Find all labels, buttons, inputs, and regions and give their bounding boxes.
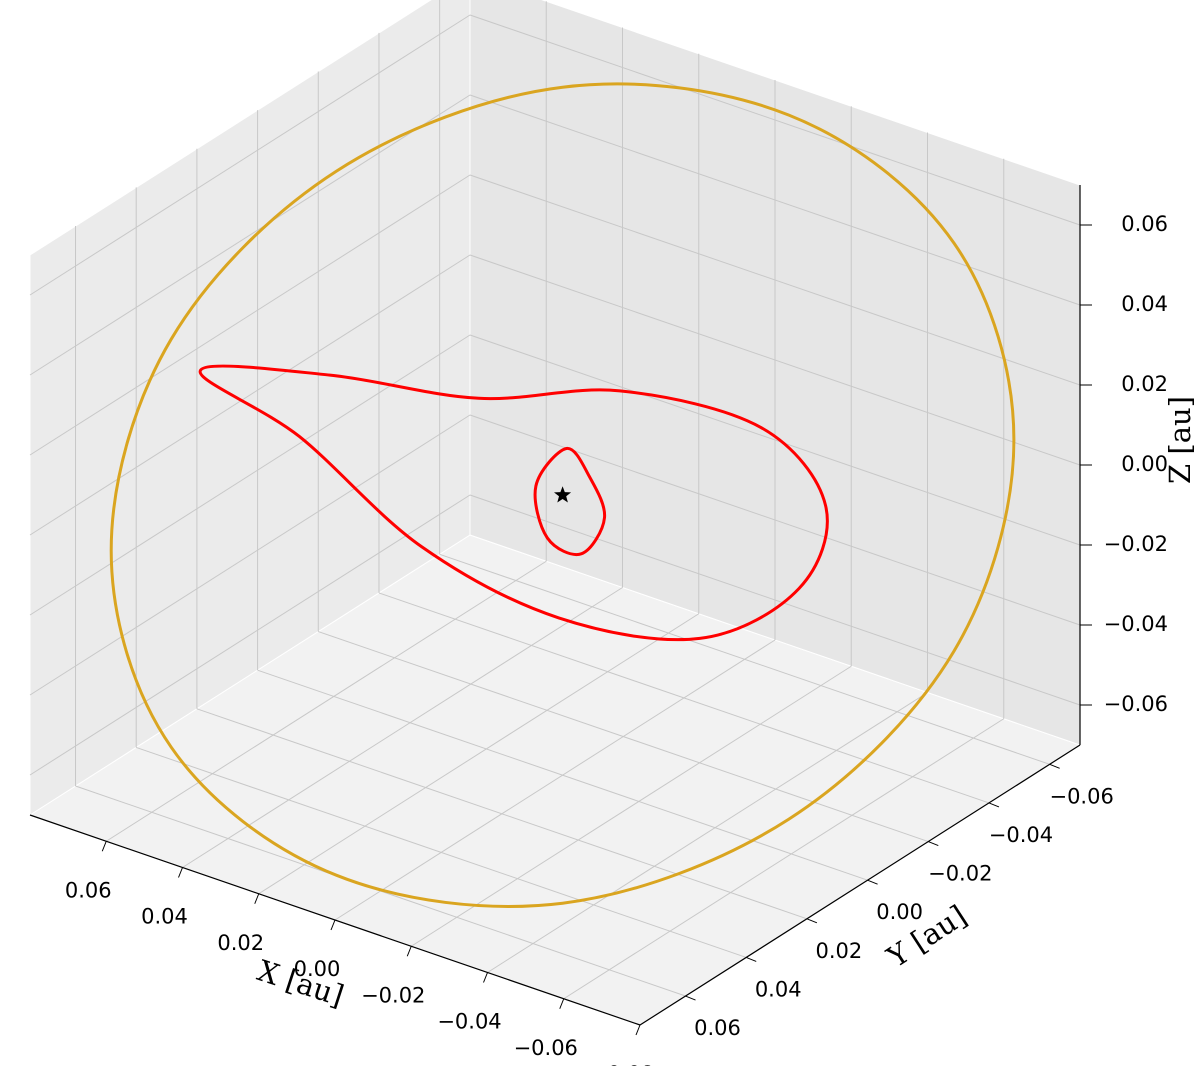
z-tick-label: 0.00 (1121, 452, 1168, 476)
panes (28, 0, 1082, 1026)
grid-line (29, 414, 471, 696)
x-tick-mark (178, 867, 183, 878)
z-tick-label: 0.04 (1121, 292, 1168, 316)
y-tick-mark (928, 841, 939, 847)
y-tick-mark (685, 995, 696, 1001)
z-tick-label: −0.06 (1104, 692, 1168, 716)
grid-line (469, 334, 1081, 546)
grid-line (469, 494, 1081, 706)
y-tick-mark (1049, 763, 1060, 769)
x-tick-label: −0.02 (361, 983, 425, 1007)
y-tick-label: −0.02 (928, 862, 992, 886)
x-tick-label: −0.06 (514, 1036, 578, 1060)
z-tick-label: −0.04 (1104, 612, 1168, 636)
grid-line (29, 94, 471, 376)
grid-line (258, 613, 700, 895)
z-tick-label: −0.02 (1104, 532, 1168, 556)
grid-line (29, 334, 471, 616)
grid-line (29, 14, 471, 296)
grid-line (439, 553, 1050, 765)
labels: X [au] Y [au] Z [au] 0.060.040.020.00−0.… (65, 212, 1197, 1066)
grid-line (105, 560, 547, 842)
z-tick-label: 0.06 (1121, 212, 1168, 236)
x-tick-mark (483, 972, 488, 983)
y-tick-label: −0.06 (1049, 784, 1113, 808)
x-tick-label: −0.04 (437, 1010, 501, 1034)
y-tick-label: −0.04 (989, 823, 1053, 847)
grid-line (182, 587, 623, 868)
x-tick-mark (330, 919, 336, 931)
y-tick-label: 0.02 (816, 939, 863, 963)
grid-line (469, 94, 1081, 306)
y-tick-mark (746, 956, 757, 962)
orbit-line (533, 447, 607, 556)
grid-line (29, 254, 471, 536)
y-axis-line (639, 744, 1081, 1026)
x-tick-mark (559, 998, 565, 1009)
y-tick-mark (806, 918, 818, 924)
x-tick-mark (635, 1024, 641, 1036)
x-axis-line (29, 814, 641, 1026)
x-tick-label: 0.00 (294, 957, 341, 981)
y-tick-label: 0.00 (876, 900, 923, 924)
grid-line (469, 174, 1081, 386)
grid-line (410, 665, 852, 947)
grid-line (469, 254, 1081, 466)
grid-line (334, 639, 776, 921)
x-tick-mark (101, 841, 107, 852)
y-tick-label: 0.06 (694, 1016, 741, 1040)
grid-line (257, 669, 868, 881)
orbit-line (198, 364, 829, 642)
z-tick-label: 0.02 (1121, 372, 1168, 396)
y-tick-label: 0.04 (755, 977, 802, 1001)
grid-line (378, 592, 990, 804)
x-tick-label: 0.06 (65, 878, 112, 902)
x-tick-label: −0.08 (590, 1062, 654, 1066)
grid-line (29, 174, 471, 456)
grid-line (29, 494, 471, 776)
x-tick-label: 0.04 (141, 905, 188, 929)
grid-line (136, 746, 747, 958)
z-axis-title: Z [au] (1163, 396, 1197, 484)
grid-line (487, 692, 928, 973)
grid-line (563, 718, 1005, 1000)
x-tick-label: 0.02 (217, 931, 264, 955)
y-tick-mark (988, 802, 1000, 808)
y-tick-mark (867, 879, 878, 885)
grid-line (196, 708, 808, 920)
x-tick-mark (406, 946, 412, 957)
grid-line (318, 631, 929, 843)
axes (29, 185, 1092, 1036)
grid-line (469, 14, 1081, 226)
x-tick-mark (254, 893, 260, 904)
star-marker (554, 486, 572, 503)
orbit-line (109, 82, 1016, 908)
left-wall-pane (29, 0, 471, 816)
marks (109, 82, 1016, 908)
